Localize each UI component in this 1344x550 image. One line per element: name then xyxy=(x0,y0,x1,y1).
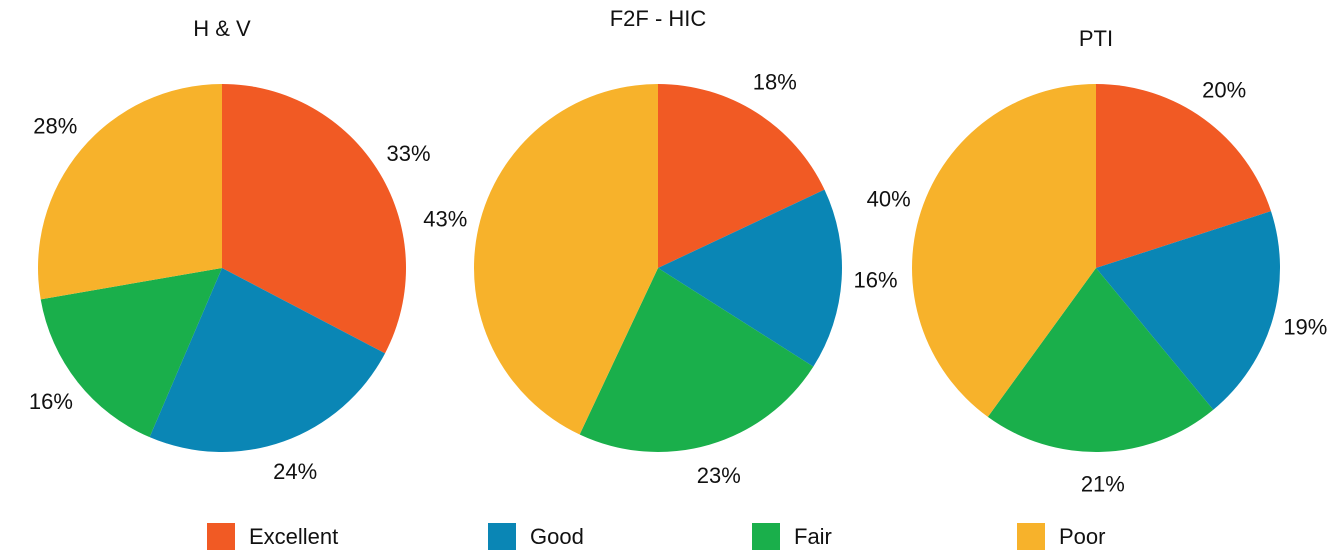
pie-slice xyxy=(579,268,814,452)
chart-title: PTI xyxy=(1079,26,1113,51)
legend-swatch xyxy=(752,523,780,550)
data-label: 21% xyxy=(1081,472,1125,497)
legend-label: Fair xyxy=(794,524,832,549)
pie-slice xyxy=(149,268,386,452)
data-label: 23% xyxy=(697,463,741,488)
pie-slice xyxy=(658,84,825,268)
data-label: 16% xyxy=(854,268,898,293)
legend-swatch xyxy=(1017,523,1045,550)
pie-slice xyxy=(37,84,222,300)
pie-slice xyxy=(912,84,1096,417)
data-label: 33% xyxy=(386,141,430,166)
pie-slice xyxy=(40,268,222,438)
data-label: 40% xyxy=(867,186,911,211)
data-label: 16% xyxy=(29,389,73,414)
chart-title: F2F - HIC xyxy=(610,6,707,31)
legend-swatch xyxy=(488,523,516,550)
data-label: 28% xyxy=(33,113,77,138)
legend-label: Poor xyxy=(1059,524,1105,549)
pie-slice xyxy=(987,268,1214,452)
pie-slice xyxy=(658,189,842,367)
legend-label: Excellent xyxy=(249,524,338,549)
data-label: 43% xyxy=(423,206,467,231)
data-label: 18% xyxy=(753,70,797,95)
pie-slice xyxy=(222,84,406,354)
pie-slice xyxy=(1096,84,1271,268)
pie-slice xyxy=(1096,211,1280,410)
data-label: 24% xyxy=(273,459,317,484)
pie-slice xyxy=(474,84,658,435)
chart-title: H & V xyxy=(193,16,251,41)
legend-label: Good xyxy=(530,524,584,549)
data-label: 20% xyxy=(1202,77,1246,102)
data-label: 19% xyxy=(1283,315,1327,340)
legend-swatch xyxy=(207,523,235,550)
